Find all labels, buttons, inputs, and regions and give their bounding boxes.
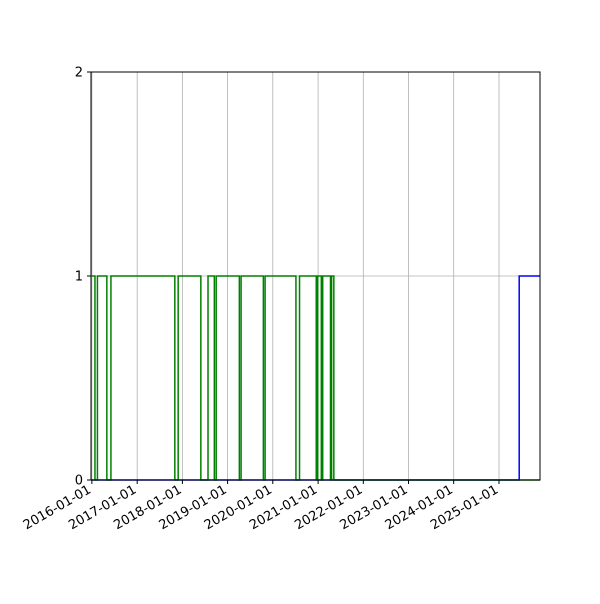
x-axis: 2016-01-012017-01-012018-01-012019-01-01…: [21, 480, 501, 533]
y-axis: 0 1 2: [75, 66, 91, 489]
series-lines: [91, 275, 540, 481]
y-tick-label: 2: [75, 66, 83, 81]
y-tick-label: 0: [75, 474, 83, 489]
y-tick-label: 1: [75, 270, 83, 285]
series-line-1: [91, 275, 540, 481]
